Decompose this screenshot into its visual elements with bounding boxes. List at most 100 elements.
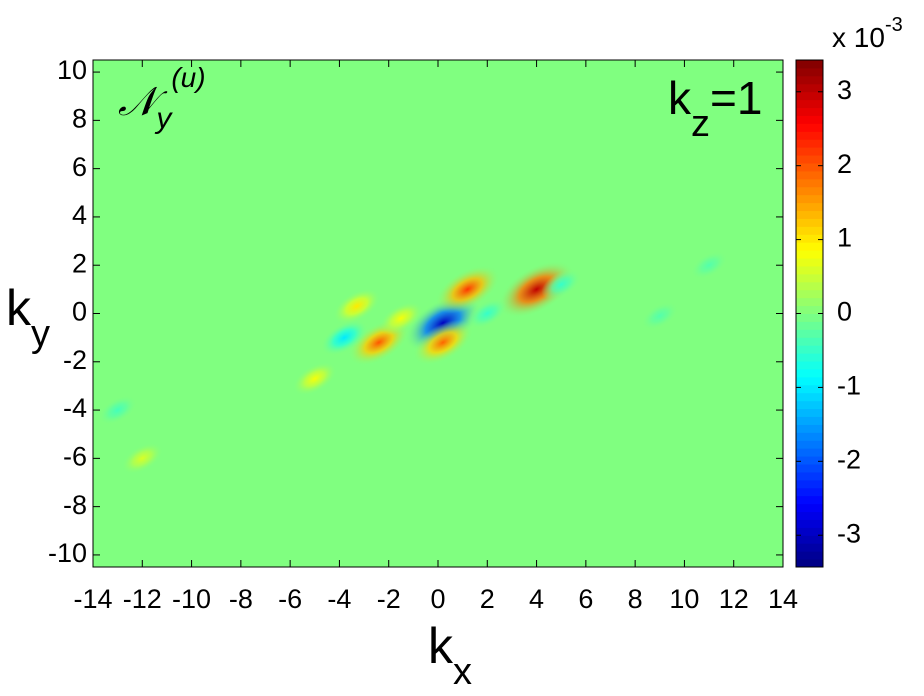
annotation-rest: =1 <box>710 72 762 124</box>
colorbar-step <box>796 361 823 370</box>
field-extremum <box>641 301 679 330</box>
colorbar-step <box>796 519 823 528</box>
colorbar-step <box>796 218 823 227</box>
colorbar-step <box>796 234 823 243</box>
colorbar-step <box>796 210 823 219</box>
annotation: kz=1 <box>668 72 762 145</box>
y-axis-label: ky <box>6 280 50 355</box>
colorbar-step <box>796 242 823 251</box>
colorbar-step <box>796 170 823 180</box>
colorbar-step <box>796 107 823 116</box>
field-extremum <box>541 269 582 300</box>
colorbar-step <box>796 345 823 354</box>
colorbar-tick-label: -2 <box>837 444 861 474</box>
colorbar-step <box>796 535 823 544</box>
y-tick-label: -6 <box>63 441 87 471</box>
y-tick-label: -8 <box>63 490 87 520</box>
colorbar-step <box>796 329 823 338</box>
colorbar-step <box>796 258 823 267</box>
colorbar-step <box>796 353 823 362</box>
field-extremum <box>121 442 163 475</box>
colorbar-step <box>796 281 823 291</box>
x-tick-label: 4 <box>529 584 544 614</box>
x-tick-label: 0 <box>430 584 445 614</box>
colorbar-step <box>796 440 823 449</box>
colorbar-step <box>796 376 823 386</box>
colorbar-step <box>796 162 823 172</box>
y-tick-label: 10 <box>57 55 87 85</box>
y-tick-label: 8 <box>72 103 87 133</box>
colorbar-step <box>796 527 823 536</box>
field-extremum <box>333 288 381 325</box>
colorbar-step <box>796 384 823 394</box>
x-tick-label: -6 <box>278 584 302 614</box>
colorbar-step <box>796 416 823 425</box>
colorbar-step <box>796 115 823 124</box>
x-tick-label: -12 <box>123 584 162 614</box>
colorbar-step <box>796 392 823 402</box>
x-tick-label: -4 <box>327 584 351 614</box>
colorbar-step <box>796 456 823 465</box>
colorbar-step <box>796 226 823 235</box>
colorbar-step <box>796 448 823 457</box>
colorbar-step <box>796 194 823 204</box>
colorbar-step <box>796 464 823 473</box>
colorbar-step <box>796 147 823 156</box>
colorbar-step <box>796 487 823 497</box>
colorbar-label-base: x 10 <box>832 22 885 53</box>
colorbar-step <box>796 289 823 299</box>
y-tick-label: 6 <box>72 152 87 182</box>
y-label-base: k <box>6 280 32 336</box>
colorbar-step <box>796 503 823 513</box>
x-label-base: k <box>428 618 454 674</box>
colorbar-step <box>796 178 823 188</box>
colorbar-step <box>796 368 823 378</box>
x-tick-label: 10 <box>669 584 699 614</box>
colorbar-label-sup: -3 <box>885 14 903 36</box>
x-tick-label: 14 <box>768 584 798 614</box>
field-extremum <box>467 298 508 329</box>
x-tick-label: 8 <box>628 584 643 614</box>
colorbar-tick-label: -3 <box>837 518 861 548</box>
colorbar-step <box>796 432 823 441</box>
colorbar-step <box>796 75 823 85</box>
colorbar-step <box>796 495 823 505</box>
colorbar-step <box>796 83 823 93</box>
x-tick-label: 12 <box>719 584 749 614</box>
colorbar-step <box>796 186 823 196</box>
colorbar-step <box>796 265 823 275</box>
colorbar-tick-label: 1 <box>837 223 852 253</box>
field-extremum <box>412 319 473 366</box>
colorbar-step <box>796 67 823 77</box>
colorbar-step <box>796 131 823 140</box>
field-extremum <box>320 319 368 356</box>
field-extremum <box>98 395 137 425</box>
x-tick-label: -2 <box>377 584 401 614</box>
colorbar-step <box>796 313 823 322</box>
y-tick-label: -2 <box>63 345 87 375</box>
title-sup: (u) <box>171 62 205 93</box>
colorbar-tick-label: 2 <box>837 149 852 179</box>
y-tick-label: 2 <box>72 248 87 278</box>
colorbar-tick-label: 0 <box>837 297 852 327</box>
colorbar-tick-label: -1 <box>837 371 861 401</box>
y-label-sub: y <box>31 313 50 355</box>
x-tick-label: -8 <box>229 584 253 614</box>
colorbar-step <box>796 91 823 101</box>
field-extremum <box>378 301 424 336</box>
colorbar-step <box>796 551 823 560</box>
annotation-sub: z <box>691 103 710 145</box>
colorbar-step <box>796 559 823 568</box>
y-tick-label: 0 <box>72 297 87 327</box>
x-tick-label: -14 <box>73 584 112 614</box>
colorbar-step <box>796 123 823 132</box>
title: 𝒩y(u) <box>118 62 206 135</box>
y-tick-label: -4 <box>63 393 87 423</box>
colorbar-step <box>796 511 823 520</box>
colorbar-step <box>796 273 823 283</box>
x-tick-label: 2 <box>480 584 495 614</box>
y-tick-label: 4 <box>72 200 87 230</box>
colorbar-step <box>796 400 823 410</box>
colorbar-step <box>796 479 823 489</box>
